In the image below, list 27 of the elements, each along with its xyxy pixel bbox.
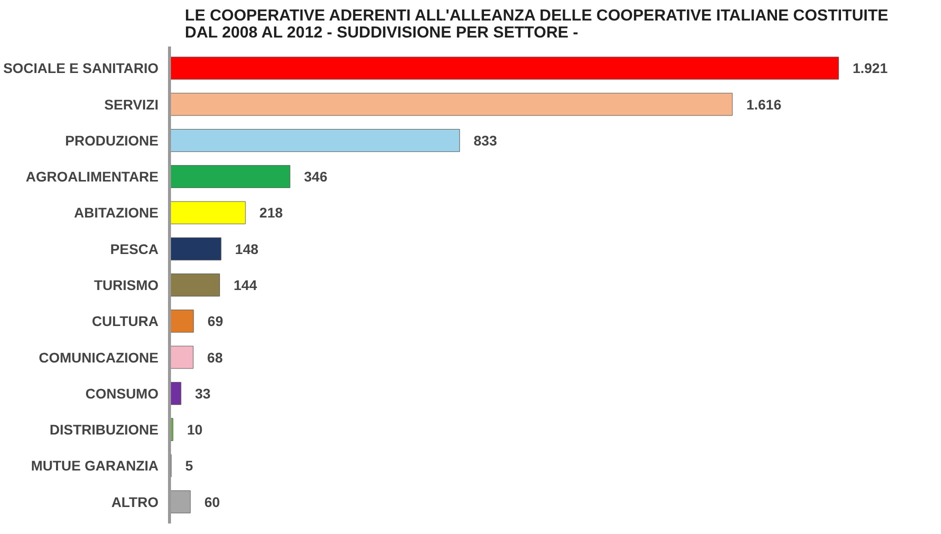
data-label: 1.921 — [852, 60, 888, 76]
chart-title: LE COOPERATIVE ADERENTI ALL'ALLEANZA DELLE COOPERATIVE ITALIANE COSTITUITE DAL 2008 AL 2012 - SUDDIVISIONE PER SETTORE - — [184, 8, 889, 42]
y-tick-label: DISTRIBUZIONE — [50, 422, 158, 438]
data-label: 1.616 — [746, 96, 782, 112]
y-tick-label: ALTRO — [111, 494, 159, 510]
data-label: 68 — [207, 349, 223, 366]
data-label: 148 — [235, 240, 259, 257]
data-label: 833 — [474, 132, 498, 148]
y-tick-label: AGROALIMENTARE — [26, 168, 158, 185]
y-tick-label: PESCA — [110, 240, 158, 257]
y-tick-label: MUTUE GARANZIA — [30, 458, 158, 474]
data-label: 10 — [186, 422, 203, 438]
data-label: 60 — [204, 494, 220, 510]
y-tick-label: SERVIZI — [104, 96, 158, 112]
y-tick-label: ABITAZIONE — [74, 204, 159, 221]
y-tick-label: TURISMO — [94, 277, 159, 293]
data-label: 5 — [185, 458, 194, 474]
data-label: 218 — [259, 204, 283, 221]
data-label: 33 — [194, 385, 211, 402]
y-tick-label: CONSUMO — [85, 385, 159, 402]
y-tick-label: SOCIALE E SANITARIO — [3, 60, 159, 76]
y-tick-label: PRODUZIONE — [65, 132, 159, 148]
y-tick-label: COMUNICAZIONE — [38, 349, 159, 366]
y-tick-label: CULTURA — [92, 313, 159, 330]
data-label: 69 — [208, 313, 224, 330]
data-label: 144 — [234, 277, 258, 293]
data-label: 346 — [304, 168, 328, 185]
